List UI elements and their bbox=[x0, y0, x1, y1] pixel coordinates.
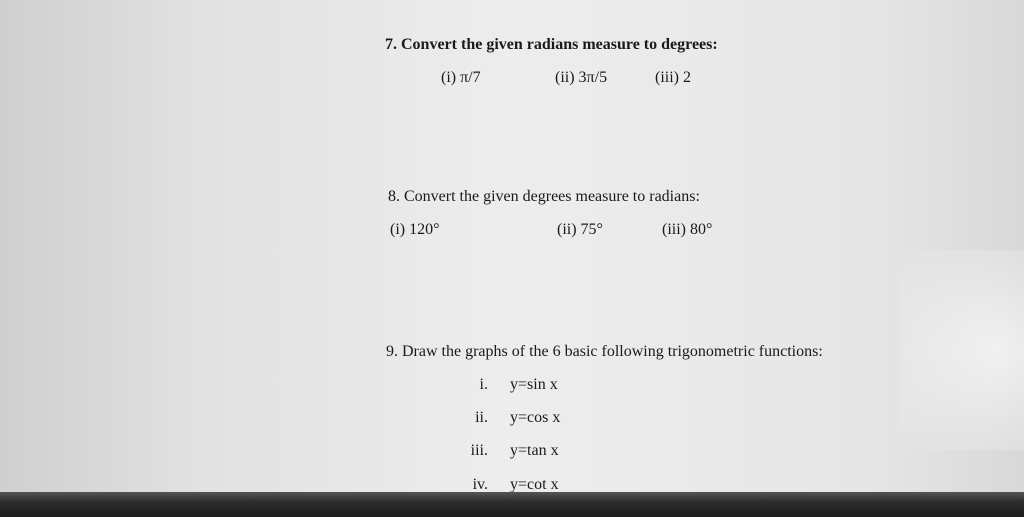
item-text: y=sin x bbox=[510, 376, 558, 393]
question-part: (ii) 75° bbox=[557, 221, 603, 238]
glare bbox=[900, 250, 1024, 450]
question-part: (i) 120° bbox=[390, 221, 440, 238]
item-text: y=cos x bbox=[510, 409, 561, 426]
item-label: i. bbox=[479, 376, 488, 393]
item-label: ii. bbox=[475, 409, 488, 426]
item-label: iv. bbox=[472, 476, 488, 493]
question-part: (iii) 2 bbox=[655, 69, 691, 86]
question-heading: 7. Convert the given radians measure to … bbox=[385, 36, 718, 53]
question-part: (i) π/7 bbox=[441, 69, 481, 86]
item-label: iii. bbox=[470, 442, 488, 459]
screen-bezel bbox=[0, 492, 1024, 517]
item-text: y=cot x bbox=[510, 476, 559, 493]
question-part: (ii) 3π/5 bbox=[555, 69, 608, 86]
question-part: (iii) 80° bbox=[662, 221, 713, 238]
question-heading: 8. Convert the given degrees measure to … bbox=[388, 188, 700, 205]
item-text: y=tan x bbox=[510, 442, 559, 459]
question-heading: 9. Draw the graphs of the 6 basic follow… bbox=[386, 343, 823, 360]
